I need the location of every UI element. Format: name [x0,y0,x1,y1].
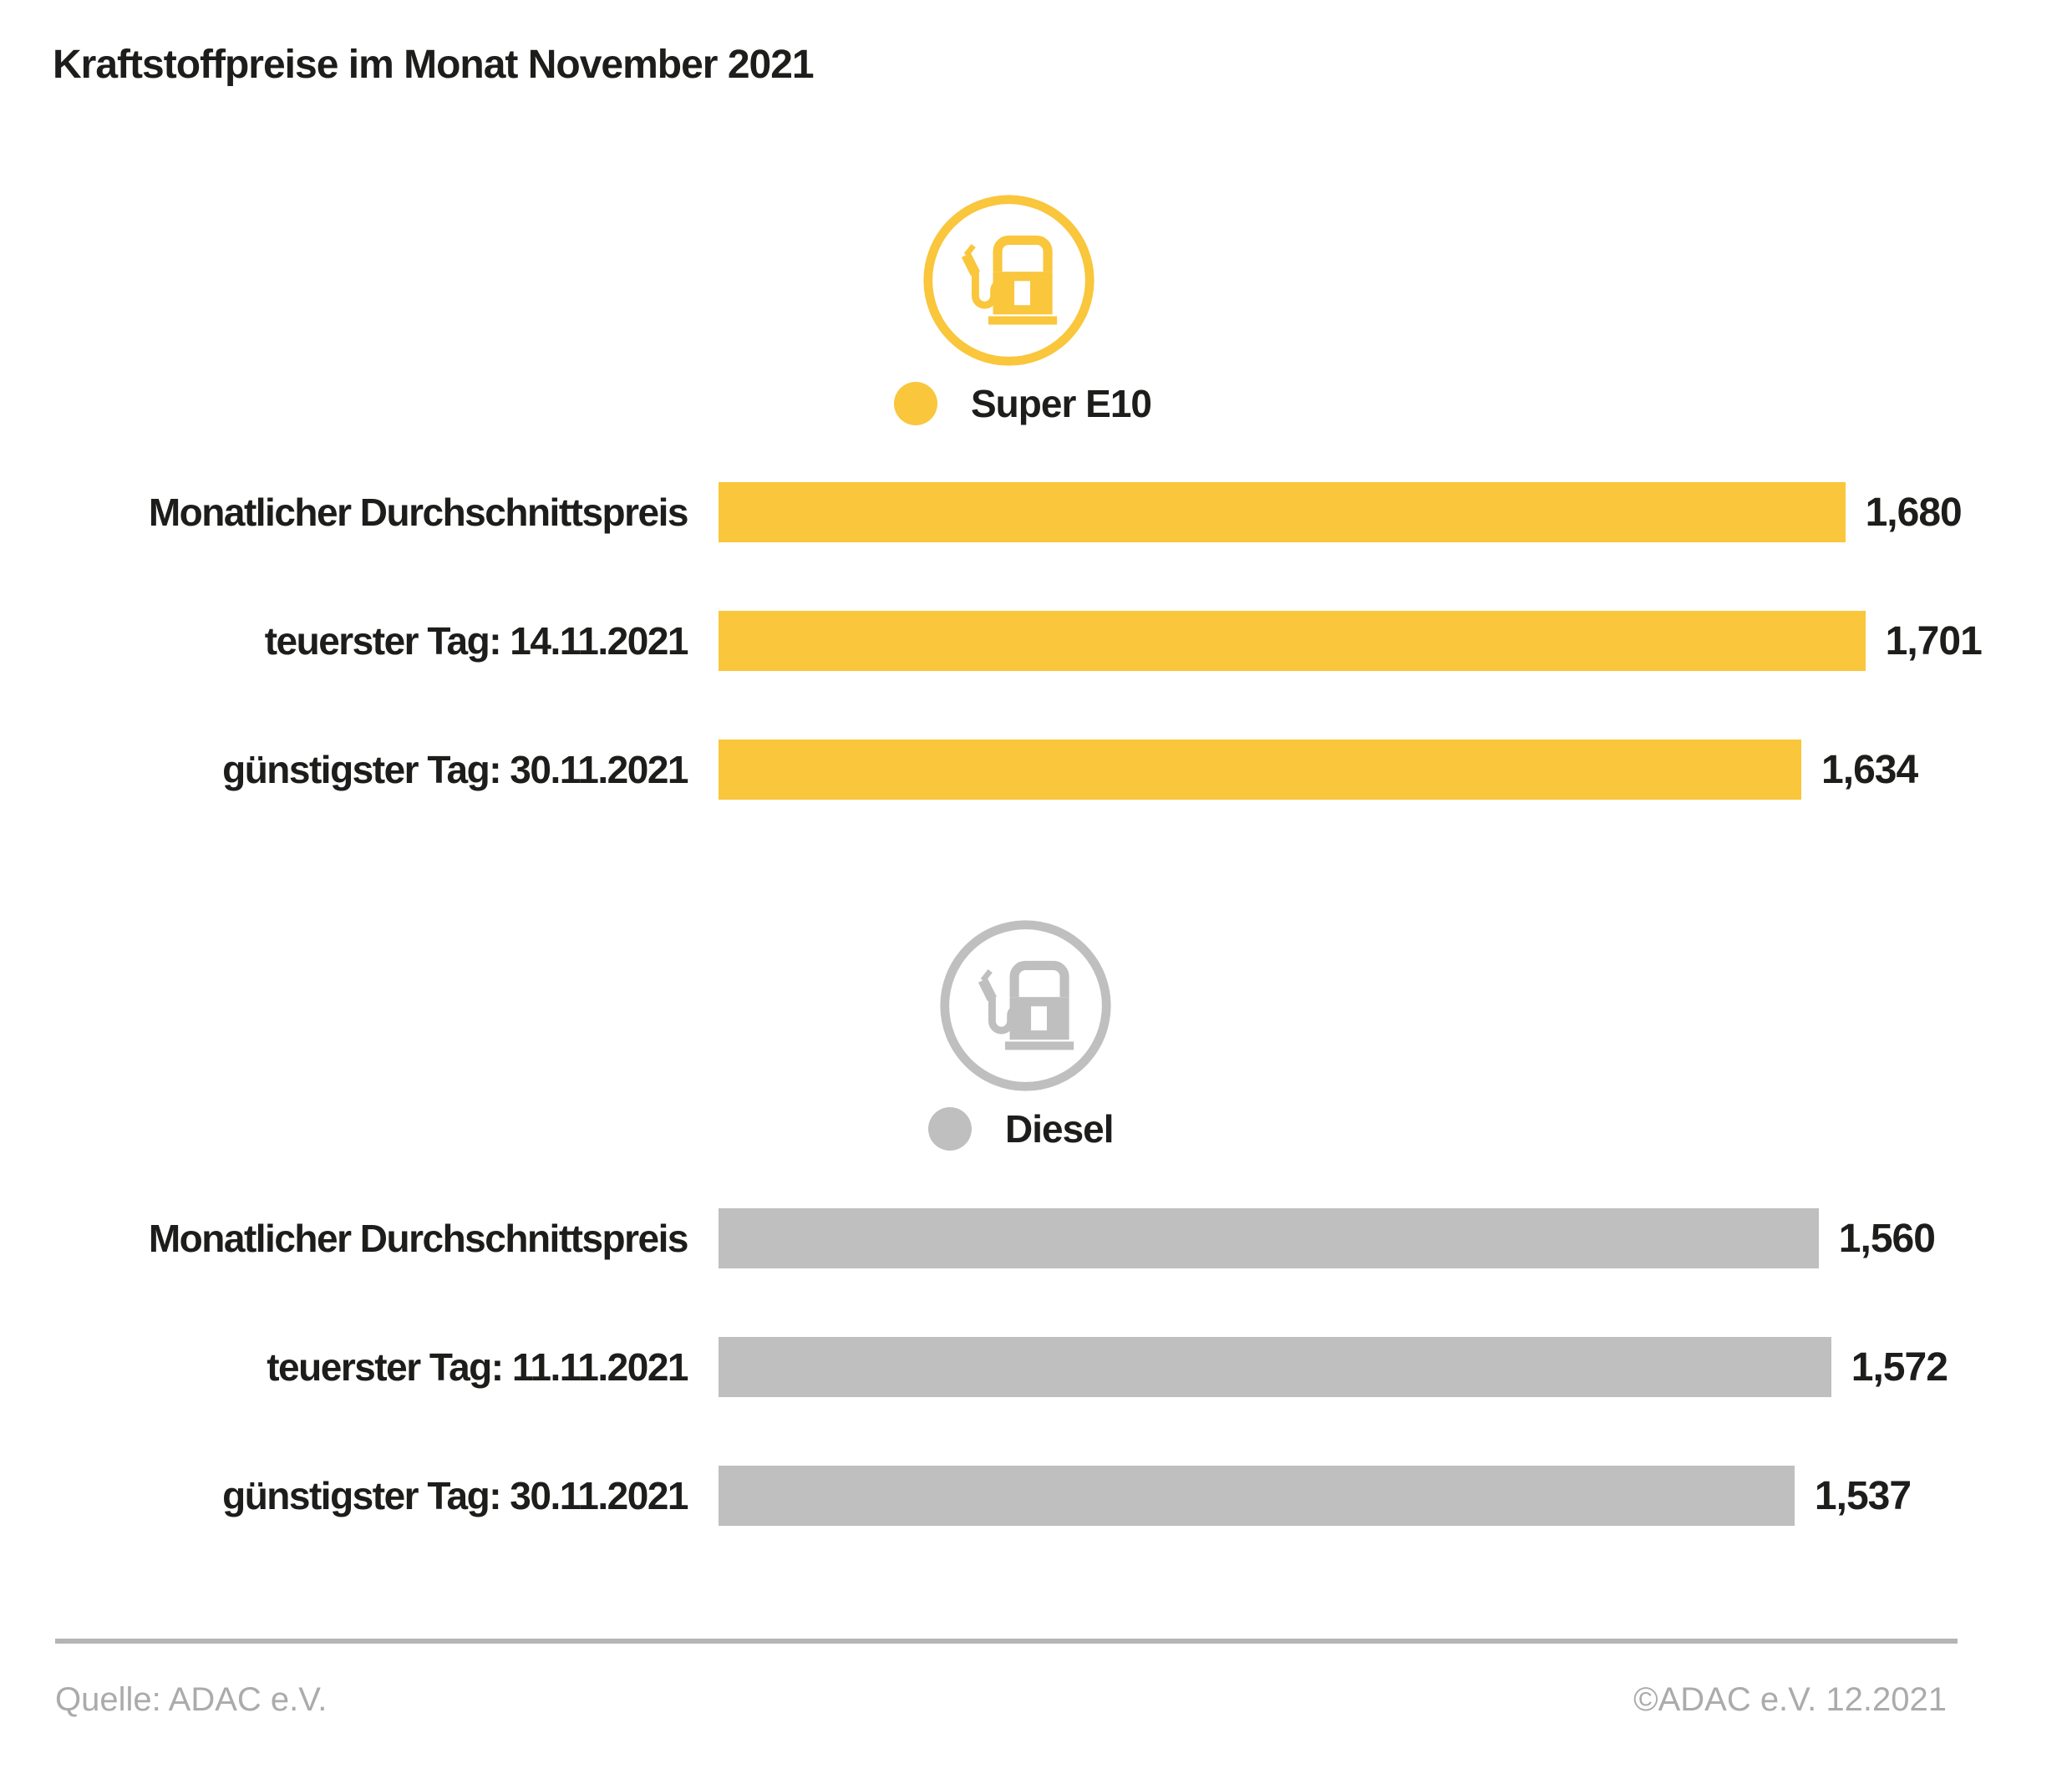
bar-value: 1,634 [1821,747,1918,792]
bar-group-diesel: Monatlicher Durchschnittspreis 1,560 teu… [0,1208,2072,1594]
bar-value: 1,537 [1814,1473,1912,1518]
fuel-pump-icon [936,916,1115,1095]
bar-track: 1,680 [719,482,2022,542]
bar-segment [719,1466,1795,1526]
bar-value: 1,572 [1851,1344,1948,1390]
legend-label: Super E10 [971,382,1152,425]
legend-diesel: Diesel [928,1105,1115,1152]
bar-row: günstigster Tag: 30.11.2021 1,634 [0,740,2072,800]
bar-row: günstigster Tag: 30.11.2021 1,537 [0,1466,2072,1526]
bar-segment [719,482,1846,542]
bar-track: 1,537 [719,1466,2022,1526]
bar-row: Monatlicher Durchschnittspreis 1,560 [0,1208,2072,1268]
bar-row-label: Monatlicher Durchschnittspreis [148,1217,689,1260]
bar-row-label: Monatlicher Durchschnittspreis [148,490,689,534]
bar-segment [719,1208,1819,1268]
bar-segment [719,611,1866,671]
bar-track: 1,572 [719,1337,2022,1397]
legend-dot-icon [894,382,937,425]
footer-divider [55,1639,1958,1644]
bar-segment [719,1337,1831,1397]
bar-value: 1,701 [1885,618,1983,663]
bar-row: Monatlicher Durchschnittspreis 1,680 [0,482,2072,542]
bar-track: 1,634 [719,740,2022,800]
bar-track: 1,560 [719,1208,2022,1268]
legend-super-e10: Super E10 [894,380,1152,427]
bar-group-super-e10: Monatlicher Durchschnittspreis 1,680 teu… [0,482,2072,868]
page-title: Kraftstoffpreise im Monat November 2021 [53,43,815,87]
bar-row-label: günstigster Tag: 30.11.2021 [222,748,688,791]
fuel-pump-icon [919,191,1099,370]
bar-row: teuerster Tag: 11.11.2021 1,572 [0,1337,2072,1397]
footer-copyright: ©ADAC e.V. 12.2021 [1633,1681,1947,1718]
bar-segment [719,740,1802,800]
footer-source: Quelle: ADAC e.V. [55,1681,328,1718]
bar-row-label: günstigster Tag: 30.11.2021 [222,1474,688,1517]
bar-row-label: teuerster Tag: 14.11.2021 [264,619,689,663]
bar-row-label: teuerster Tag: 11.11.2021 [267,1345,688,1389]
bar-track: 1,701 [719,611,2022,671]
legend-label: Diesel [1005,1107,1115,1151]
bar-value: 1,560 [1838,1216,1936,1261]
bar-value: 1,680 [1865,490,1963,535]
legend-dot-icon [928,1107,972,1151]
bar-row: teuerster Tag: 14.11.2021 1,701 [0,611,2072,671]
